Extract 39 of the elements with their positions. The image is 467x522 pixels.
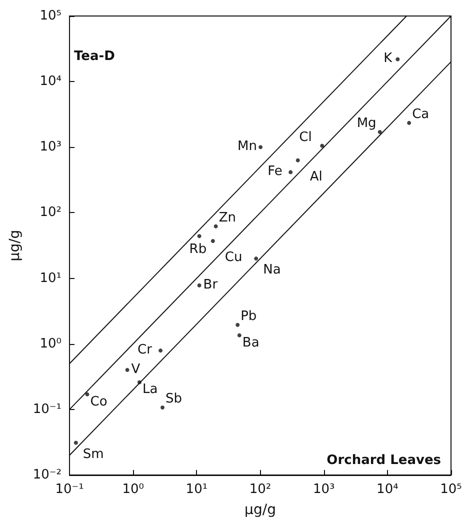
annotation: Tea-D	[74, 49, 116, 64]
annotation: Cu	[224, 250, 242, 266]
annotation: Pb	[240, 308, 257, 324]
x-tick-label: 10⁻¹	[55, 482, 84, 497]
annotation: Na	[263, 262, 281, 278]
annotation: Br	[203, 277, 218, 292]
y-tick-label: 10⁻²	[32, 468, 62, 482]
annotation: V	[131, 362, 140, 377]
x-tick-label: 10³	[312, 482, 335, 497]
x-tick-label: 10²	[249, 482, 272, 497]
y-tick-label: 10⁻¹	[32, 402, 62, 417]
x-tick-label: 10⁴	[376, 482, 398, 497]
x-tick-label: 10¹	[186, 482, 208, 497]
y-tick-label: 10⁵	[40, 8, 62, 24]
annotation: Ca	[412, 106, 430, 122]
annotation: Ba	[242, 335, 260, 350]
annotation: La	[142, 382, 158, 398]
y-tick-label: 10³	[40, 140, 62, 155]
x-axis-title: µg/g	[244, 502, 276, 518]
annotation: Rb	[189, 242, 207, 258]
x-tick-label: 10⁵	[440, 482, 462, 497]
annotation: Co	[90, 394, 108, 410]
y-tick-label: 10²	[40, 205, 62, 220]
y-axis-title: µg/g	[7, 230, 23, 262]
annotation: Orchard Leaves	[326, 453, 442, 468]
y-tick-label: 10⁴	[40, 74, 62, 90]
annotation: Cr	[138, 342, 153, 358]
y-tick-label: 10¹	[40, 270, 62, 286]
annotation: Mg	[356, 116, 376, 132]
annotation: Zn	[218, 210, 236, 226]
y-tick-label: 10⁰	[40, 336, 62, 352]
annotation: Mn	[238, 139, 257, 154]
annotation: Sb	[165, 392, 182, 406]
annotation: Cl	[299, 130, 312, 145]
annotation: Fe	[268, 164, 282, 180]
annotation: Al	[310, 169, 322, 184]
x-tick-label: 10⁰	[122, 482, 144, 497]
annotation: Sm	[82, 446, 104, 462]
annotation: K	[384, 51, 393, 66]
